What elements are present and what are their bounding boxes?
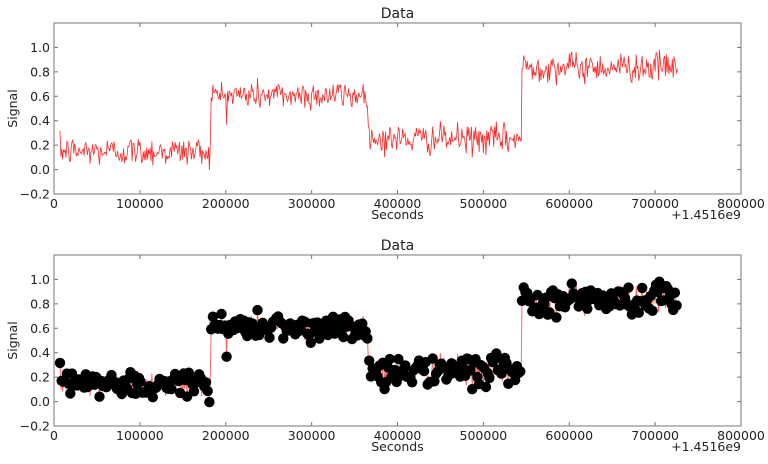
x-tick-label: 400000	[374, 428, 422, 443]
x-tick-label: 300000	[288, 428, 336, 443]
x-offset-label: +1.4516e9	[671, 207, 741, 222]
y-tick-label: 1.0	[30, 40, 50, 55]
y-tick-label: 0.0	[30, 394, 50, 409]
y-tick-label: 0.4	[30, 113, 50, 128]
y-tick-label: 0.6	[30, 321, 50, 336]
top-chart: 0 100000 200000 300000 400000 500000 600000 700…	[5, 6, 765, 222]
x-tick-label: 600000	[545, 196, 593, 211]
x-tick-label: 800000	[717, 196, 765, 211]
x-tick-label: 500000	[460, 196, 508, 211]
x-tick-label: 100000	[116, 196, 164, 211]
x-tick-label: 400000	[374, 196, 422, 211]
x-axis-label: Seconds	[371, 207, 424, 222]
signal-line	[59, 49, 678, 171]
x-tick-label: 800000	[717, 428, 765, 443]
bottom-chart: 0 100000 200000 300000 400000 500000 600000 700…	[5, 238, 765, 454]
x-tick-label: 0	[50, 196, 58, 211]
chart-title: Data	[381, 6, 414, 22]
signal-markers	[54, 276, 682, 408]
chart-title: Data	[381, 238, 414, 254]
x-tick-label: 100000	[116, 428, 164, 443]
x-tick-label: 300000	[288, 196, 336, 211]
y-tick-label: −0.2	[20, 419, 50, 434]
axes-frame	[53, 22, 742, 195]
plot-area	[54, 276, 682, 408]
y-tick-label: 0.0	[30, 162, 50, 177]
y-tick-label: −0.2	[20, 187, 50, 202]
x-offset-label: +1.4516e9	[671, 439, 741, 454]
plot-area	[59, 49, 678, 171]
y-tick-label: 0.6	[30, 89, 50, 104]
y-axis-label: Signal	[5, 89, 20, 127]
x-tick-label: 600000	[545, 428, 593, 443]
y-tick-label: 0.8	[30, 64, 50, 79]
x-tick-label: 500000	[460, 428, 508, 443]
y-tick-label: 0.8	[30, 296, 50, 311]
y-tick-label: 0.4	[30, 345, 50, 360]
x-tick-label: 700000	[631, 196, 679, 211]
x-tick-label: 700000	[631, 428, 679, 443]
y-axis-label: Signal	[5, 321, 20, 359]
y-tick-label: 0.2	[30, 370, 50, 385]
x-axis-label: Seconds	[371, 439, 424, 454]
y-tick-label: 1.0	[30, 272, 50, 287]
y-tick-label: 0.2	[30, 138, 50, 153]
x-tick-label: 0	[50, 428, 58, 443]
x-tick-label: 200000	[202, 196, 250, 211]
axes-frame	[53, 254, 742, 427]
x-tick-label: 200000	[202, 428, 250, 443]
